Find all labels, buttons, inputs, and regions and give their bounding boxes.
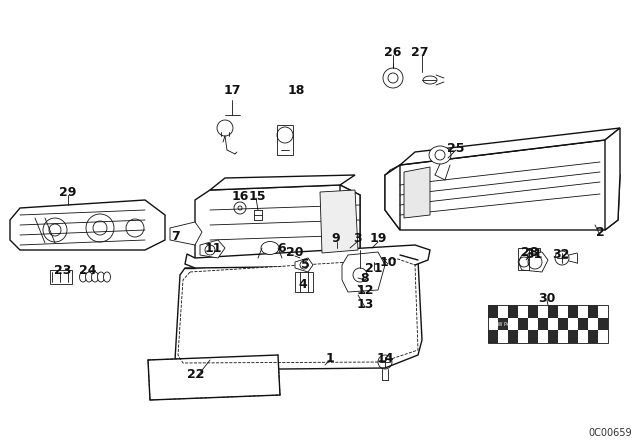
Text: 24: 24 bbox=[79, 263, 97, 276]
Polygon shape bbox=[210, 175, 355, 190]
Bar bbox=[498, 318, 508, 330]
Text: 13: 13 bbox=[356, 298, 374, 311]
Bar bbox=[488, 305, 608, 343]
Text: 1: 1 bbox=[326, 352, 334, 365]
Ellipse shape bbox=[79, 272, 86, 282]
Text: 11: 11 bbox=[204, 241, 221, 254]
Text: 22: 22 bbox=[188, 369, 205, 382]
Polygon shape bbox=[178, 259, 418, 363]
Text: 19: 19 bbox=[369, 232, 387, 245]
Text: 7: 7 bbox=[171, 229, 179, 242]
Polygon shape bbox=[342, 252, 385, 292]
Ellipse shape bbox=[261, 241, 279, 254]
Text: 12: 12 bbox=[356, 284, 374, 297]
Text: 6: 6 bbox=[278, 241, 286, 254]
Polygon shape bbox=[320, 190, 358, 253]
Polygon shape bbox=[385, 165, 400, 230]
Text: 28: 28 bbox=[522, 246, 539, 258]
Text: 27: 27 bbox=[412, 46, 429, 59]
Polygon shape bbox=[10, 200, 165, 250]
Bar bbox=[588, 330, 598, 343]
Text: 2: 2 bbox=[596, 225, 604, 238]
Text: 17: 17 bbox=[223, 83, 241, 96]
Text: 14: 14 bbox=[376, 352, 394, 365]
Bar bbox=[295, 272, 313, 292]
Text: 3: 3 bbox=[353, 232, 362, 245]
Bar bbox=[548, 305, 558, 318]
Text: 31: 31 bbox=[525, 249, 543, 262]
Polygon shape bbox=[170, 222, 202, 245]
Bar bbox=[508, 330, 518, 343]
Polygon shape bbox=[148, 355, 280, 400]
Bar bbox=[588, 305, 598, 318]
Text: 10: 10 bbox=[380, 255, 397, 268]
Text: 26: 26 bbox=[384, 46, 402, 59]
Ellipse shape bbox=[86, 272, 93, 282]
Polygon shape bbox=[195, 185, 360, 268]
Polygon shape bbox=[185, 245, 430, 268]
Bar bbox=[528, 330, 538, 343]
Ellipse shape bbox=[104, 272, 111, 282]
Text: 4: 4 bbox=[299, 277, 307, 290]
Polygon shape bbox=[404, 167, 430, 218]
Ellipse shape bbox=[423, 76, 437, 84]
Text: 9: 9 bbox=[332, 232, 340, 245]
Polygon shape bbox=[175, 255, 422, 370]
Text: 30: 30 bbox=[538, 292, 556, 305]
Text: BMW PART: BMW PART bbox=[490, 322, 516, 327]
Text: 16: 16 bbox=[231, 190, 249, 202]
Bar bbox=[568, 305, 578, 318]
Bar bbox=[50, 270, 72, 284]
Text: 20: 20 bbox=[286, 246, 304, 259]
Text: 0C00659: 0C00659 bbox=[588, 428, 632, 438]
Text: 32: 32 bbox=[552, 249, 570, 262]
Polygon shape bbox=[605, 128, 620, 230]
Polygon shape bbox=[400, 128, 620, 165]
Text: 21: 21 bbox=[365, 262, 383, 275]
Text: 15: 15 bbox=[248, 190, 266, 202]
Polygon shape bbox=[518, 252, 548, 272]
Bar bbox=[528, 305, 538, 318]
Polygon shape bbox=[385, 140, 620, 230]
Ellipse shape bbox=[92, 272, 99, 282]
Bar bbox=[488, 305, 498, 318]
Bar bbox=[538, 318, 548, 330]
Text: 5: 5 bbox=[301, 258, 309, 271]
Bar bbox=[508, 305, 518, 318]
Bar bbox=[518, 318, 528, 330]
Text: 8: 8 bbox=[361, 271, 369, 284]
Bar bbox=[518, 248, 540, 270]
Polygon shape bbox=[340, 185, 360, 265]
Bar bbox=[548, 330, 558, 343]
Bar bbox=[598, 318, 608, 330]
Ellipse shape bbox=[429, 146, 451, 164]
Text: 18: 18 bbox=[287, 83, 305, 96]
Bar bbox=[488, 330, 498, 343]
Bar bbox=[277, 125, 293, 155]
Text: 23: 23 bbox=[54, 263, 72, 276]
Polygon shape bbox=[200, 240, 225, 258]
Ellipse shape bbox=[97, 272, 104, 282]
Bar bbox=[558, 318, 568, 330]
Bar bbox=[578, 318, 588, 330]
Bar bbox=[568, 330, 578, 343]
Text: 25: 25 bbox=[447, 142, 465, 155]
Text: 29: 29 bbox=[60, 185, 77, 198]
Polygon shape bbox=[295, 258, 313, 272]
